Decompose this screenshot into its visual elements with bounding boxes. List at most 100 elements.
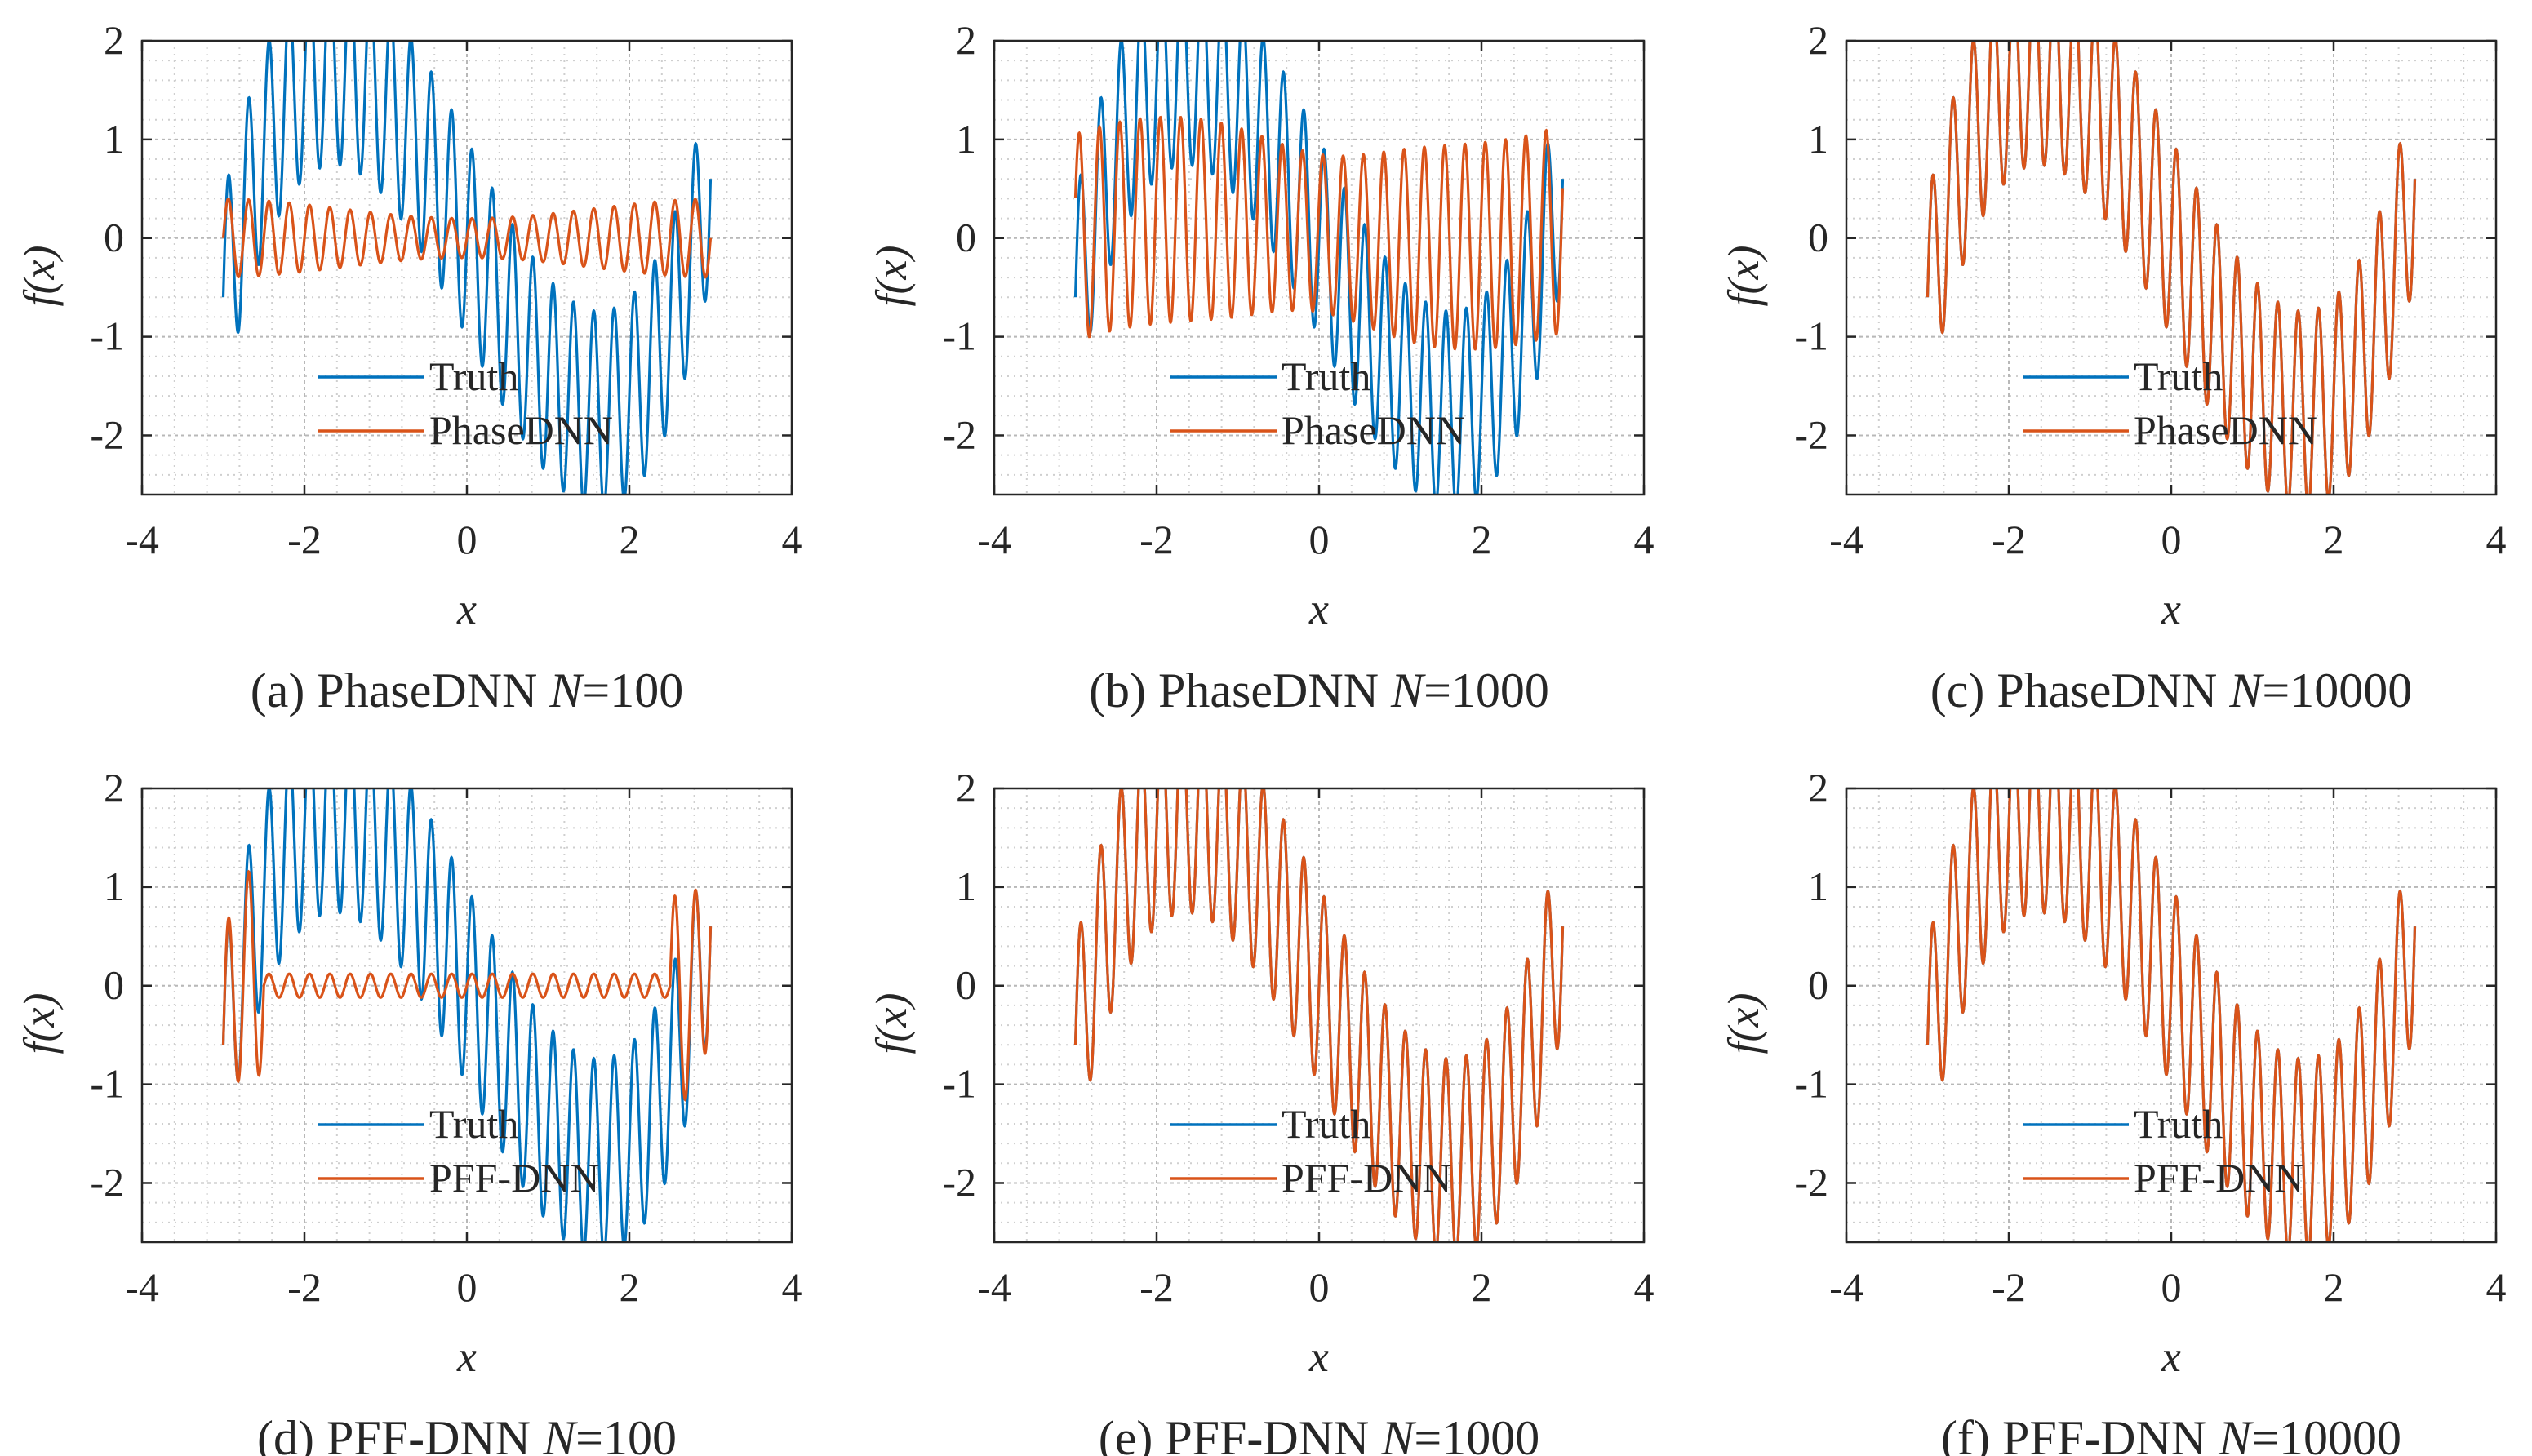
x-tick-label: -4 (125, 1264, 159, 1310)
x-tick-label: 0 (2161, 1264, 2182, 1310)
caption-method: PFF-DNN (326, 1411, 543, 1456)
legend-label-truth: Truth (1282, 353, 1370, 399)
caption-n: N (1390, 664, 1426, 717)
x-tick-label: -2 (1992, 1264, 2026, 1310)
caption-value: =100 (575, 1411, 677, 1456)
x-axis-label: x (1308, 1332, 1329, 1381)
y-tick-label: 1 (956, 116, 976, 162)
y-tick-label: -1 (90, 313, 124, 359)
y-axis-label: f(x) (1719, 246, 1768, 307)
caption-value: =1000 (1424, 664, 1549, 717)
legend-label-truth: Truth (429, 353, 518, 399)
legend: Truth PhaseDNN (318, 353, 613, 453)
caption-method: PhaseDNN (1158, 664, 1391, 717)
subplot-caption: (a) PhaseDNN N=100 (251, 664, 683, 717)
y-tick-label: 2 (1808, 765, 1828, 810)
y-tick-label: -1 (90, 1061, 124, 1107)
subplot-caption: (e) PFF-DNN N=1000 (1099, 1411, 1540, 1456)
legend: Truth PhaseDNN (1170, 353, 1465, 453)
y-axis-label: f(x) (15, 246, 64, 307)
caption-method: PhaseDNN (1997, 664, 2229, 717)
caption-prefix: (f) (1941, 1411, 2002, 1456)
plot-area (1926, 41, 2417, 495)
y-axis-label: f(x) (15, 993, 64, 1054)
x-tick-label: 2 (1472, 1264, 1492, 1310)
series-line-phasednn (1073, 115, 1565, 351)
series-line-pff-dnn (1926, 788, 2417, 1242)
caption-prefix: (c) (1930, 664, 1997, 717)
legend-label-truth: Truth (2134, 1101, 2223, 1147)
plot-area (1073, 788, 1565, 1242)
series-line-pff-dnn (1073, 788, 1565, 1242)
caption-n: N (2218, 1411, 2254, 1456)
caption-value: =100 (582, 664, 683, 717)
x-axis-label: x (1308, 584, 1329, 633)
legend-label-truth: Truth (429, 1101, 518, 1147)
y-tick-label: 0 (956, 962, 976, 1008)
legend-label-prediction: PFF-DNN (429, 1155, 599, 1201)
x-axis-label: x (456, 1332, 477, 1381)
y-tick-label: -1 (942, 1061, 976, 1107)
x-tick-label: -2 (1139, 1264, 1174, 1310)
subplot-caption: (b) PhaseDNN N=1000 (1089, 664, 1549, 717)
plot-area (221, 788, 713, 1242)
y-tick-label: 2 (1808, 17, 1828, 63)
plot-area (221, 41, 713, 495)
y-axis-label: f(x) (1719, 993, 1768, 1054)
legend: Truth PFF-DNN (318, 1101, 599, 1201)
caption-prefix: (a) (251, 664, 318, 717)
caption-method: PFF-DNN (2002, 1411, 2219, 1456)
y-tick-label: 0 (104, 215, 124, 260)
caption-n: N (542, 1411, 578, 1456)
x-tick-label: 4 (2486, 517, 2507, 562)
legend-label-prediction: PFF-DNN (1282, 1155, 1451, 1201)
y-tick-label: 2 (956, 765, 976, 810)
y-tick-label: 2 (104, 17, 124, 63)
x-tick-label: 4 (782, 1264, 802, 1310)
x-tick-label: 0 (1309, 517, 1330, 562)
x-tick-label: -2 (1139, 517, 1174, 562)
caption-value: =10000 (2251, 1411, 2401, 1456)
caption-n: N (549, 664, 584, 717)
x-tick-label: 2 (2324, 1264, 2344, 1310)
x-tick-label: 4 (2486, 1264, 2507, 1310)
caption-value: =1000 (1414, 1411, 1539, 1456)
subplot-caption: (c) PhaseDNN N=10000 (1930, 664, 2412, 717)
series-line-truth (1073, 41, 1565, 495)
caption-n: N (2228, 664, 2264, 717)
x-tick-label: 0 (457, 1264, 478, 1310)
x-tick-label: -4 (1829, 1264, 1863, 1310)
x-tick-label: -4 (977, 517, 1011, 562)
series-line-phasednn (221, 197, 713, 279)
x-tick-label: -4 (977, 1264, 1011, 1310)
y-tick-label: -2 (90, 411, 124, 457)
legend-label-prediction: PFF-DNN (2134, 1155, 2303, 1201)
x-axis-label: x (2161, 1332, 2181, 1381)
legend-label-prediction: PhaseDNN (2134, 407, 2317, 453)
caption-prefix: (e) (1099, 1411, 1166, 1456)
legend: Truth PFF-DNN (1170, 1101, 1451, 1201)
x-tick-label: -4 (125, 517, 159, 562)
y-tick-label: 1 (956, 863, 976, 909)
y-tick-label: -2 (942, 1159, 976, 1205)
y-tick-label: 2 (956, 17, 976, 63)
caption-method: PhaseDNN (317, 664, 549, 717)
x-tick-label: 4 (1634, 517, 1655, 562)
x-tick-label: 4 (1634, 1264, 1655, 1310)
x-tick-label: 2 (2324, 517, 2344, 562)
y-tick-label: -2 (1794, 1159, 1828, 1205)
plot-area (1926, 788, 2417, 1242)
caption-method: PFF-DNN (1165, 1411, 1381, 1456)
y-tick-label: 1 (1808, 116, 1828, 162)
subplot-caption: (d) PFF-DNN N=100 (257, 1411, 677, 1456)
y-tick-label: 1 (1808, 863, 1828, 909)
y-tick-label: 1 (104, 116, 124, 162)
legend-label-truth: Truth (2134, 353, 2223, 399)
caption-value: =10000 (2262, 664, 2412, 717)
x-tick-label: 2 (1472, 517, 1492, 562)
x-tick-label: -2 (287, 517, 322, 562)
y-tick-label: -1 (1794, 1061, 1828, 1107)
caption-prefix: (b) (1089, 664, 1158, 717)
